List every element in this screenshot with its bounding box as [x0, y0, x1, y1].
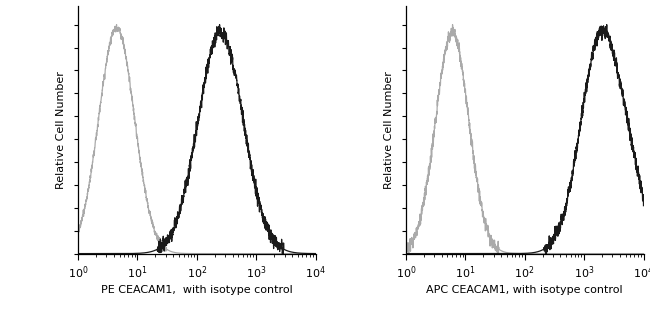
X-axis label: PE CEACAM1,  with isotype control: PE CEACAM1, with isotype control — [101, 285, 292, 295]
X-axis label: APC CEACAM1, with isotype control: APC CEACAM1, with isotype control — [426, 285, 623, 295]
Y-axis label: Relative Cell Number: Relative Cell Number — [384, 71, 394, 189]
Y-axis label: Relative Cell Number: Relative Cell Number — [56, 71, 66, 189]
